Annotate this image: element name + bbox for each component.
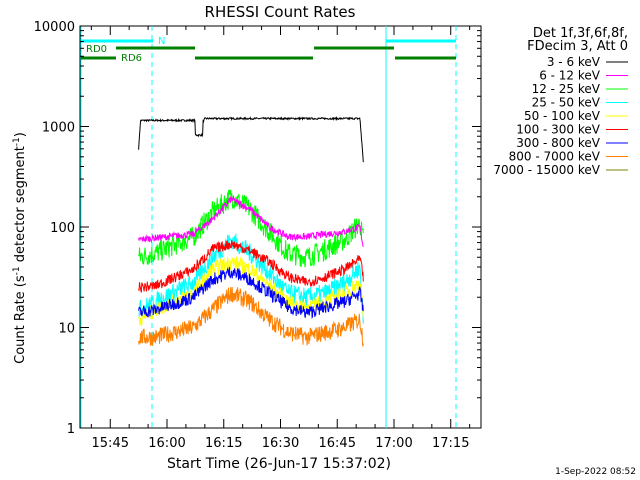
flag-n-label: N <box>158 36 165 47</box>
series-line <box>138 115 364 163</box>
flag-rd6-label: RD6 <box>121 53 142 64</box>
x-tick-label: 17:00 <box>375 436 412 451</box>
y-tick-label: 1000 <box>42 121 75 136</box>
series-line <box>138 266 364 319</box>
series-line <box>138 233 364 324</box>
x-axis-label: Start Time (26-Jun-17 15:37:02) <box>167 456 391 472</box>
y-axis-label: Count Rate (s-1 detector segment-1) <box>12 132 28 364</box>
legend-label: 100 - 300 keV <box>516 123 600 137</box>
axis-ticks: 15:45 16:00 16:15 16:30 16:45 17:00 17:15 1 10 10… <box>34 20 481 451</box>
x-tick-label: 17:15 <box>432 436 469 451</box>
series-line <box>138 286 364 347</box>
x-tick-label: 16:45 <box>319 436 356 451</box>
series-line <box>138 189 364 268</box>
series-line <box>138 240 364 293</box>
y-tick-label: 10 <box>58 322 75 337</box>
legend-label: 50 - 100 keV <box>524 109 601 123</box>
legend-header-line-1: Det 1f,3f,6f,8f, <box>533 26 628 41</box>
legend-label: 25 - 50 keV <box>532 96 601 110</box>
state-flags: N RD0 RD6 <box>81 36 456 64</box>
x-tick-label: 16:15 <box>205 436 242 451</box>
chart-title: RHESSI Count Rates <box>205 3 356 21</box>
series-line <box>138 194 364 248</box>
plot-frame <box>79 25 482 429</box>
legend: Det 1f,3f,6f,8f, FDecim 3, Att 0 3 - 6 k… <box>493 26 628 177</box>
data-series <box>138 115 364 347</box>
time-markers <box>80 26 457 428</box>
y-tick-label: 100 <box>50 221 75 236</box>
x-tick-label: 15:45 <box>92 436 129 451</box>
flag-rd0-label: RD0 <box>86 44 107 55</box>
legend-label: 6 - 12 keV <box>539 69 601 83</box>
legend-label: 7000 - 15000 keV <box>493 163 600 177</box>
x-tick-label: 16:30 <box>262 436 299 451</box>
y-tick-label: 1 <box>67 422 75 437</box>
legend-header-line-2: FDecim 3, Att 0 <box>527 39 628 54</box>
x-tick-label: 16:00 <box>148 436 185 451</box>
plot-axes <box>79 25 482 429</box>
footer-timestamp: 1-Sep-2022 08:52 <box>555 467 636 477</box>
y-tick-label: 10000 <box>34 20 75 35</box>
legend-label: 12 - 25 keV <box>532 82 601 96</box>
legend-label: 800 - 7000 keV <box>509 150 601 164</box>
legend-label: 300 - 800 keV <box>516 136 600 150</box>
legend-label: 3 - 6 keV <box>547 55 601 69</box>
